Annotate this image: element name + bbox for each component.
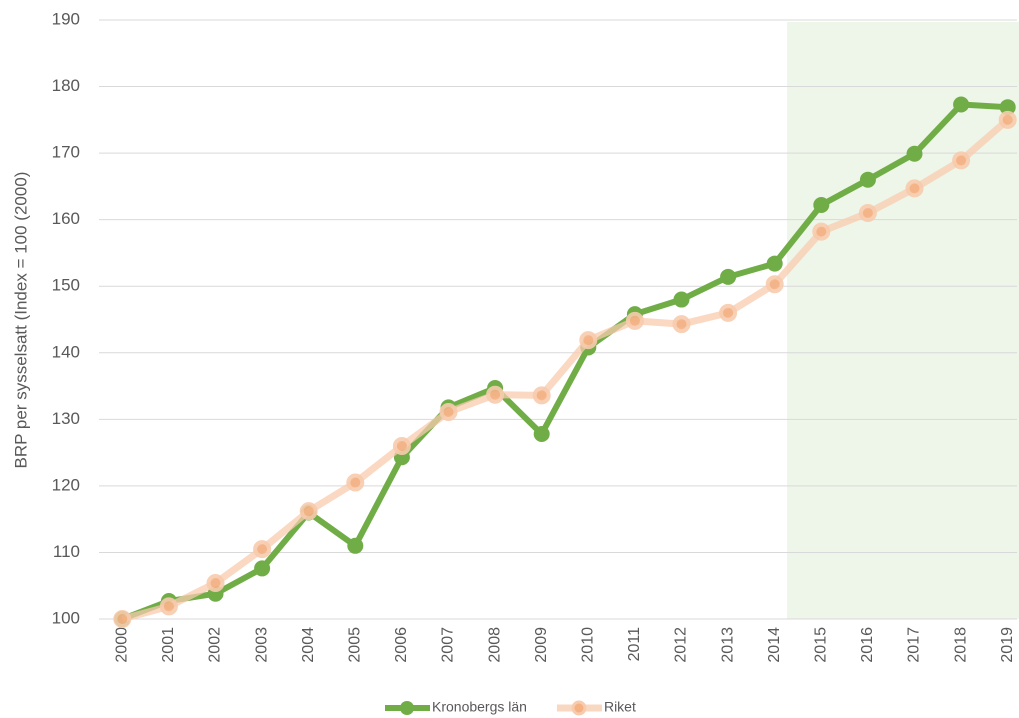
series-marker bbox=[347, 537, 364, 554]
legend-marker bbox=[400, 701, 414, 715]
x-tick-label: 2011 bbox=[626, 627, 643, 662]
series-marker bbox=[253, 540, 272, 559]
x-tick-label: 2013 bbox=[719, 627, 736, 663]
series-marker bbox=[439, 403, 458, 422]
x-tick-label: 2006 bbox=[393, 627, 410, 663]
series-line bbox=[121, 101, 1008, 622]
series-marker bbox=[533, 425, 550, 442]
y-tick-label: 170 bbox=[52, 143, 80, 162]
x-tick-label: 2001 bbox=[160, 627, 177, 663]
x-tick-label: 2007 bbox=[440, 627, 457, 663]
y-tick-label: 140 bbox=[52, 342, 80, 361]
legend-label: Riket bbox=[604, 699, 636, 715]
y-axis-label: BRP per sysselsatt (Index = 100 (2000) bbox=[11, 172, 30, 469]
series-marker bbox=[813, 197, 830, 214]
y-tick-label: 120 bbox=[52, 475, 80, 494]
series-marker bbox=[719, 303, 738, 322]
series bbox=[113, 110, 1017, 628]
x-tick-label: 2004 bbox=[300, 627, 317, 663]
y-tick-label: 160 bbox=[52, 209, 80, 228]
series-marker bbox=[672, 315, 691, 334]
x-tick-label: 2012 bbox=[673, 627, 690, 663]
x-tick-label: 2003 bbox=[253, 627, 270, 663]
x-tick-label: 2019 bbox=[999, 627, 1016, 663]
series-marker bbox=[673, 291, 690, 308]
series-marker bbox=[486, 385, 505, 404]
series-marker bbox=[906, 145, 923, 162]
x-tick-label: 2018 bbox=[952, 627, 969, 663]
series-marker bbox=[812, 222, 831, 241]
legend-label: Kronobergs län bbox=[432, 699, 527, 715]
series-marker bbox=[579, 331, 598, 350]
x-tick-label: 2010 bbox=[580, 627, 597, 663]
series-marker bbox=[998, 110, 1017, 129]
series-marker bbox=[858, 204, 877, 223]
series-marker bbox=[113, 610, 132, 628]
series-marker bbox=[532, 386, 551, 405]
x-tick-label: 2017 bbox=[906, 627, 923, 663]
series-marker bbox=[859, 171, 876, 188]
series-marker bbox=[999, 99, 1016, 116]
series-marker bbox=[206, 574, 225, 593]
x-tick-label: 2016 bbox=[859, 627, 876, 663]
legend-marker bbox=[571, 700, 587, 716]
series-marker bbox=[346, 473, 365, 492]
series-marker bbox=[765, 275, 784, 294]
legend-item: Riket bbox=[556, 699, 636, 716]
y-tick-label: 130 bbox=[52, 409, 80, 428]
x-tick-label: 2008 bbox=[486, 627, 503, 663]
x-tick-label: 2002 bbox=[207, 627, 224, 663]
y-tick-label: 100 bbox=[52, 608, 80, 627]
y-tick-label: 190 bbox=[52, 9, 80, 28]
highlight-region bbox=[787, 22, 1019, 619]
y-tick-label: 180 bbox=[52, 76, 80, 95]
series-marker bbox=[299, 502, 318, 521]
legend-item: Kronobergs län bbox=[385, 699, 527, 715]
x-tick-label: 2015 bbox=[813, 627, 830, 663]
series-marker bbox=[159, 597, 178, 616]
x-tick-label: 2009 bbox=[533, 627, 550, 663]
series-marker bbox=[953, 96, 970, 113]
series-marker bbox=[952, 151, 971, 170]
x-tick-label: 2000 bbox=[114, 627, 131, 663]
series-marker bbox=[392, 436, 411, 455]
x-tick-label: 2014 bbox=[766, 627, 783, 663]
series-marker bbox=[625, 311, 644, 330]
y-tick-label: 110 bbox=[53, 542, 80, 561]
series-marker bbox=[766, 255, 783, 272]
series-marker bbox=[254, 560, 271, 577]
x-tick-label: 2005 bbox=[347, 627, 364, 663]
y-tick-label: 150 bbox=[52, 276, 80, 295]
series-marker bbox=[905, 179, 924, 198]
series-marker bbox=[720, 268, 737, 285]
